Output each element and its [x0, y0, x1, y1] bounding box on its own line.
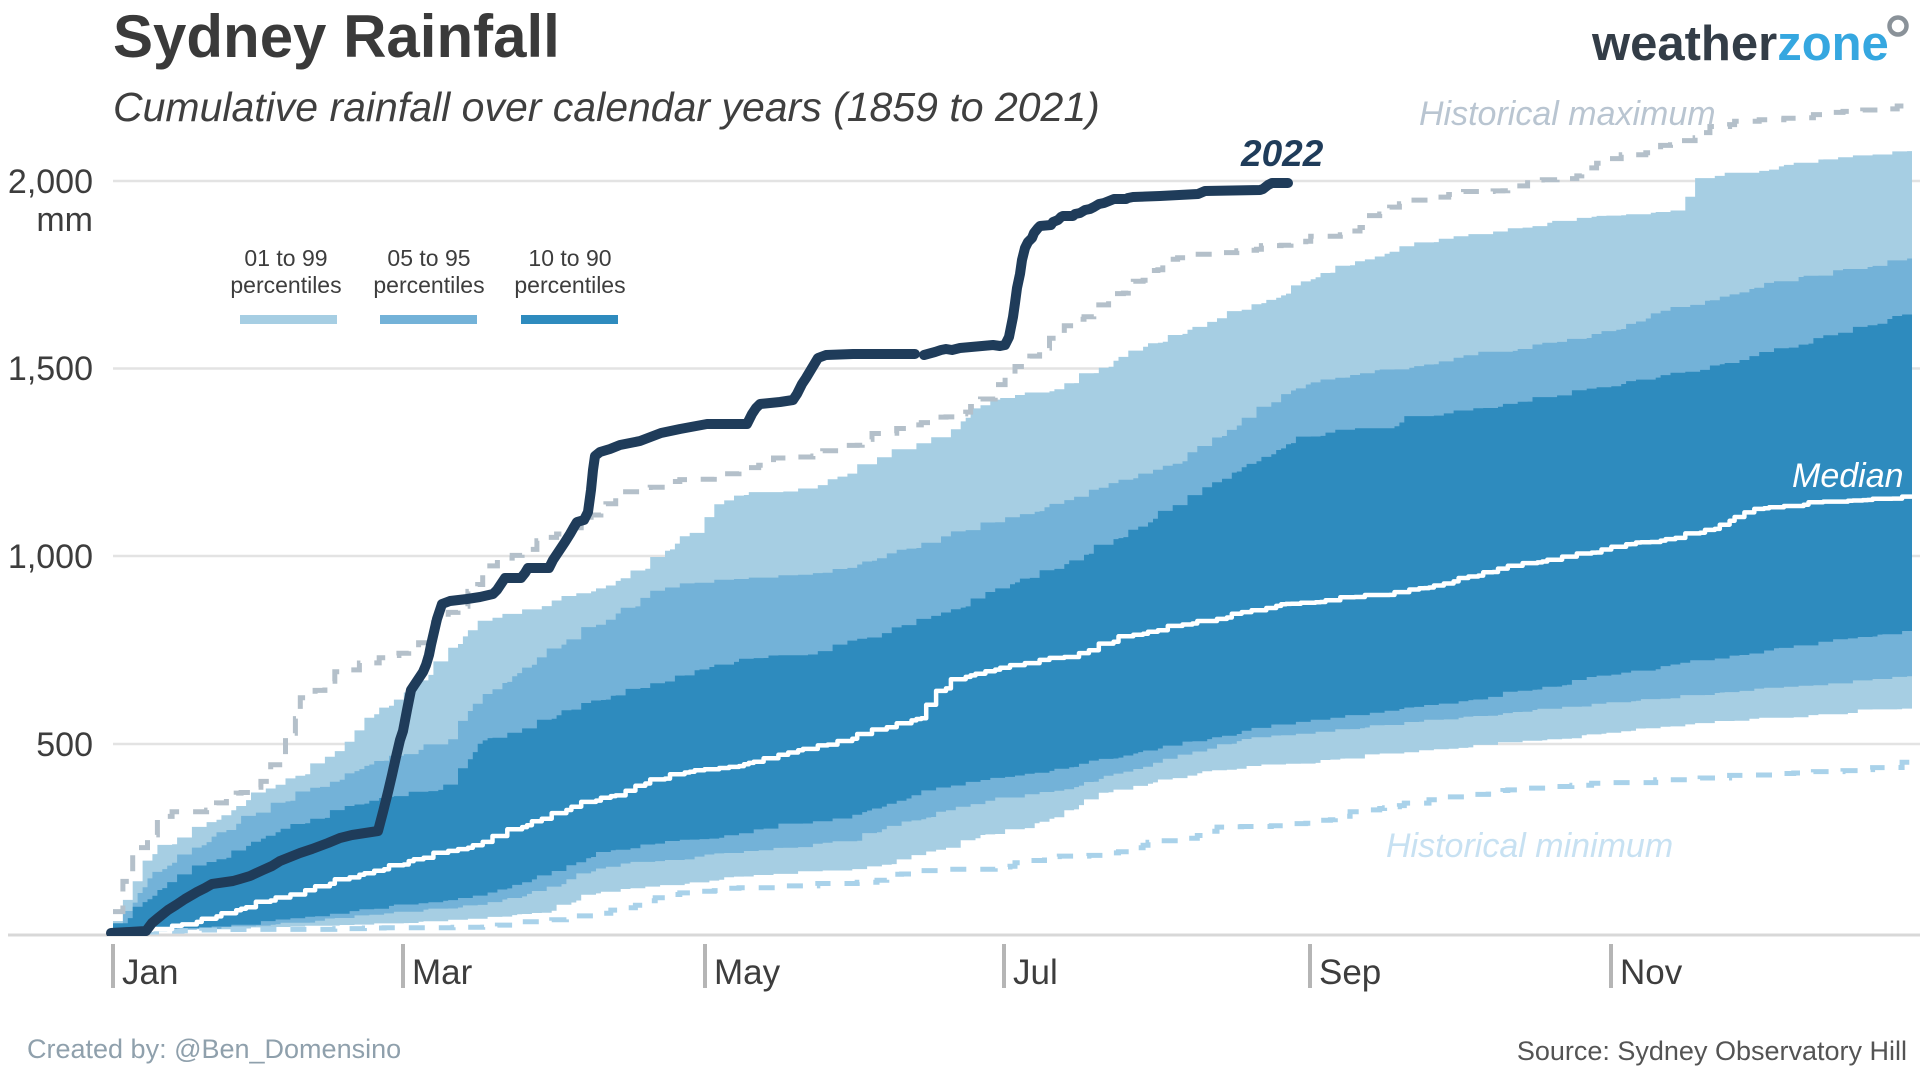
svg-text:05 to 95: 05 to 95: [387, 245, 470, 271]
svg-text:percentiles: percentiles: [230, 272, 341, 298]
svg-text:Nov: Nov: [1620, 953, 1683, 992]
svg-text:Cumulative rainfall over calen: Cumulative rainfall over calendar years …: [113, 84, 1100, 130]
svg-text:01 to 99: 01 to 99: [244, 245, 327, 271]
svg-text:Sydney Rainfall: Sydney Rainfall: [113, 3, 560, 70]
svg-text:Historical minimum: Historical minimum: [1386, 827, 1673, 865]
svg-text:Jul: Jul: [1013, 953, 1058, 992]
svg-text:percentiles: percentiles: [373, 272, 484, 298]
svg-text:Historical maximum: Historical maximum: [1419, 95, 1716, 133]
svg-text:Mar: Mar: [412, 953, 473, 992]
svg-text:2022: 2022: [1240, 133, 1324, 174]
svg-text:May: May: [714, 953, 781, 992]
svg-text:Jan: Jan: [122, 953, 178, 992]
svg-text:Median: Median: [1792, 457, 1904, 495]
svg-text:weatherzone: weatherzone: [1591, 17, 1889, 71]
svg-text:percentiles: percentiles: [514, 272, 625, 298]
svg-text:2,000: 2,000: [8, 163, 93, 201]
svg-text:Sep: Sep: [1319, 953, 1381, 992]
svg-text:Created by: @Ben_Domensino: Created by: @Ben_Domensino: [27, 1034, 401, 1064]
svg-text:1,500: 1,500: [8, 350, 93, 388]
svg-text:500: 500: [36, 726, 93, 764]
svg-text:10 to 90: 10 to 90: [528, 245, 611, 271]
svg-text:Source: Sydney Observatory Hil: Source: Sydney Observatory Hill: [1517, 1036, 1907, 1066]
svg-text:1,000: 1,000: [8, 538, 93, 576]
svg-text:mm: mm: [36, 201, 93, 239]
